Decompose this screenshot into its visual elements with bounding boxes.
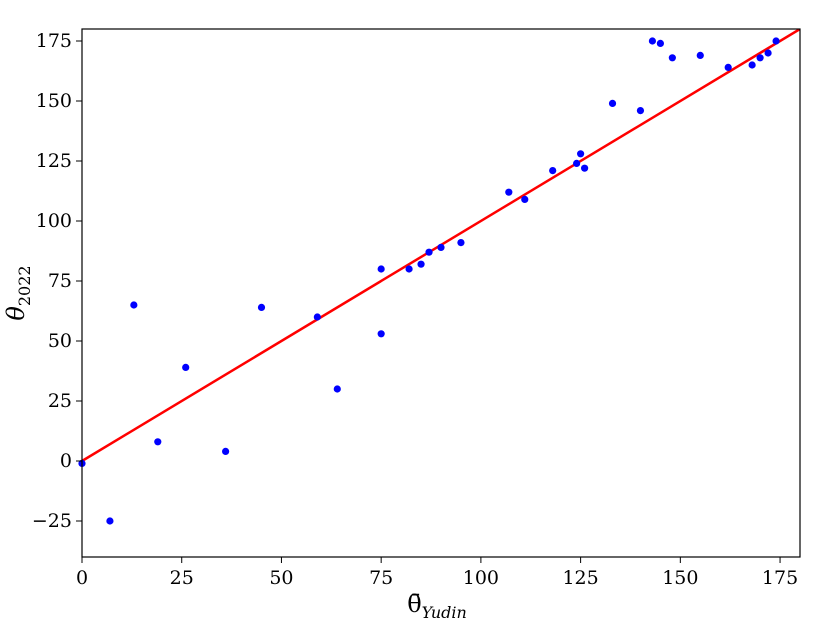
x-tick-label: 100 [463, 567, 499, 589]
y-tick-label: 125 [36, 150, 72, 172]
y-tick-label: −25 [32, 510, 72, 532]
y-tick-label: 50 [48, 330, 72, 352]
y-tick-label: 75 [48, 270, 72, 292]
x-tick-label: 125 [562, 567, 598, 589]
y-tick-label: 100 [36, 210, 72, 232]
plot-marks [78, 29, 800, 525]
x-tick-label: 25 [170, 567, 194, 589]
x-axis-label: θ̄Yudin [407, 590, 467, 622]
scatter-point [573, 159, 581, 167]
scatter-point [577, 150, 585, 158]
scatter-point [608, 99, 617, 107]
scatter-point [457, 239, 465, 247]
scatter-point [257, 303, 266, 311]
y-axis-label: θ2022 [2, 265, 34, 320]
scatter-point [748, 61, 756, 69]
y-axis-label-subscript: 2022 [15, 265, 34, 306]
scatter-point [764, 49, 772, 57]
scatter-point [377, 265, 385, 273]
scatter-point [106, 517, 114, 525]
y-axis-label-main: θ [2, 306, 30, 321]
scatter-point [648, 37, 657, 45]
axis-ticks: 0 25 50 75 100 125 150 175 −25 0 25 50 75 100 125 150 17… [32, 30, 798, 589]
scatter-point [724, 63, 732, 71]
scatter-point [656, 39, 664, 48]
scatter-point [182, 363, 190, 371]
scatter-point [130, 301, 138, 309]
scatter-point [405, 265, 413, 273]
scatter-point [696, 51, 704, 60]
scatter-point [154, 438, 162, 446]
y-tick-label: 150 [36, 90, 72, 112]
scatter-point [636, 107, 645, 115]
scatter-point [377, 330, 385, 338]
scatter-point [521, 195, 529, 203]
scatter-point [425, 248, 433, 256]
scatter-point [581, 164, 589, 172]
y-tick-label: 175 [36, 30, 72, 52]
scatter-point [417, 260, 425, 268]
x-tick-label: 50 [269, 567, 293, 589]
x-tick-label: 0 [76, 567, 88, 589]
scatter-point [772, 37, 780, 45]
x-axis-label-subscript: Yudin [422, 603, 467, 622]
scatter-point [549, 167, 557, 175]
scatter-point [756, 54, 764, 62]
scatter-point [333, 385, 341, 393]
x-axis-label-main: θ̄ [407, 590, 421, 618]
scatter-point [437, 243, 445, 251]
y-tick-label: 0 [60, 450, 72, 472]
scatter-point [668, 54, 676, 62]
scatter-point [222, 447, 230, 455]
plot-frame [81, 28, 801, 558]
x-tick-label: 150 [662, 567, 698, 589]
scatter-point [313, 313, 321, 321]
y-tick-label: 25 [48, 390, 72, 412]
x-tick-label: 175 [762, 567, 798, 589]
scatter-point [505, 188, 513, 196]
x-tick-label: 75 [369, 567, 393, 589]
